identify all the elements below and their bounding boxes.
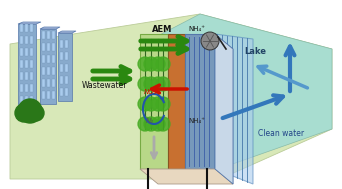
Polygon shape (52, 79, 55, 87)
Polygon shape (40, 29, 56, 104)
Polygon shape (30, 60, 33, 68)
Polygon shape (215, 34, 233, 184)
Polygon shape (148, 14, 332, 179)
Polygon shape (47, 55, 50, 63)
Polygon shape (58, 33, 72, 101)
Polygon shape (47, 43, 50, 51)
Polygon shape (20, 48, 23, 56)
Polygon shape (140, 169, 233, 184)
Circle shape (151, 97, 165, 111)
Polygon shape (60, 52, 63, 60)
Polygon shape (60, 76, 63, 84)
Polygon shape (47, 91, 50, 99)
Polygon shape (60, 88, 63, 96)
Polygon shape (65, 40, 68, 48)
Polygon shape (47, 79, 50, 87)
Text: N₂: N₂ (146, 118, 154, 124)
Polygon shape (47, 31, 50, 39)
Polygon shape (20, 24, 23, 32)
Text: NO₂⁻: NO₂⁻ (144, 89, 161, 95)
Circle shape (15, 104, 33, 122)
Polygon shape (215, 34, 253, 184)
Circle shape (151, 77, 165, 91)
Polygon shape (20, 72, 23, 80)
Circle shape (156, 97, 170, 111)
Polygon shape (30, 24, 33, 32)
Polygon shape (20, 36, 23, 44)
Polygon shape (60, 64, 63, 72)
Polygon shape (10, 14, 332, 179)
Polygon shape (30, 84, 33, 92)
Polygon shape (30, 48, 33, 56)
Polygon shape (52, 43, 55, 51)
Polygon shape (20, 84, 23, 92)
Text: Wastewater: Wastewater (82, 81, 128, 90)
Text: NH₄⁺: NH₄⁺ (188, 118, 205, 124)
Polygon shape (52, 91, 55, 99)
Polygon shape (52, 31, 55, 39)
Polygon shape (42, 91, 45, 99)
Polygon shape (25, 96, 28, 104)
Polygon shape (65, 64, 68, 72)
Text: Clean water: Clean water (258, 129, 304, 139)
Polygon shape (65, 88, 68, 96)
Circle shape (144, 97, 158, 111)
Polygon shape (18, 24, 36, 109)
Polygon shape (215, 34, 233, 184)
Polygon shape (42, 55, 45, 63)
Polygon shape (30, 72, 33, 80)
Polygon shape (58, 31, 76, 33)
Circle shape (138, 97, 152, 111)
Circle shape (156, 117, 170, 131)
Polygon shape (65, 52, 68, 60)
Polygon shape (25, 72, 28, 80)
Polygon shape (25, 48, 28, 56)
Polygon shape (18, 22, 41, 24)
Polygon shape (60, 40, 63, 48)
Circle shape (138, 77, 152, 91)
Polygon shape (42, 67, 45, 75)
Polygon shape (30, 96, 33, 104)
Text: NH₄⁺: NH₄⁺ (188, 26, 205, 32)
Polygon shape (168, 34, 185, 169)
Polygon shape (20, 96, 23, 104)
Polygon shape (20, 60, 23, 68)
Polygon shape (52, 67, 55, 75)
Polygon shape (42, 43, 45, 51)
Text: Lake: Lake (244, 46, 266, 56)
Circle shape (144, 77, 158, 91)
Polygon shape (42, 79, 45, 87)
Circle shape (156, 77, 170, 91)
Polygon shape (65, 76, 68, 84)
Polygon shape (25, 24, 28, 32)
Polygon shape (25, 36, 28, 44)
Polygon shape (47, 67, 50, 75)
Polygon shape (140, 34, 168, 169)
Polygon shape (52, 55, 55, 63)
Polygon shape (40, 27, 60, 29)
Circle shape (28, 105, 44, 121)
Circle shape (18, 99, 42, 123)
Polygon shape (25, 60, 28, 68)
Circle shape (144, 117, 158, 131)
Circle shape (138, 117, 152, 131)
Circle shape (151, 117, 165, 131)
Text: AEM: AEM (152, 25, 172, 33)
Circle shape (201, 32, 219, 50)
Circle shape (144, 57, 158, 71)
Polygon shape (185, 34, 215, 169)
Circle shape (138, 57, 152, 71)
Polygon shape (30, 36, 33, 44)
Polygon shape (42, 31, 45, 39)
Circle shape (156, 57, 170, 71)
Polygon shape (25, 84, 28, 92)
Circle shape (151, 57, 165, 71)
